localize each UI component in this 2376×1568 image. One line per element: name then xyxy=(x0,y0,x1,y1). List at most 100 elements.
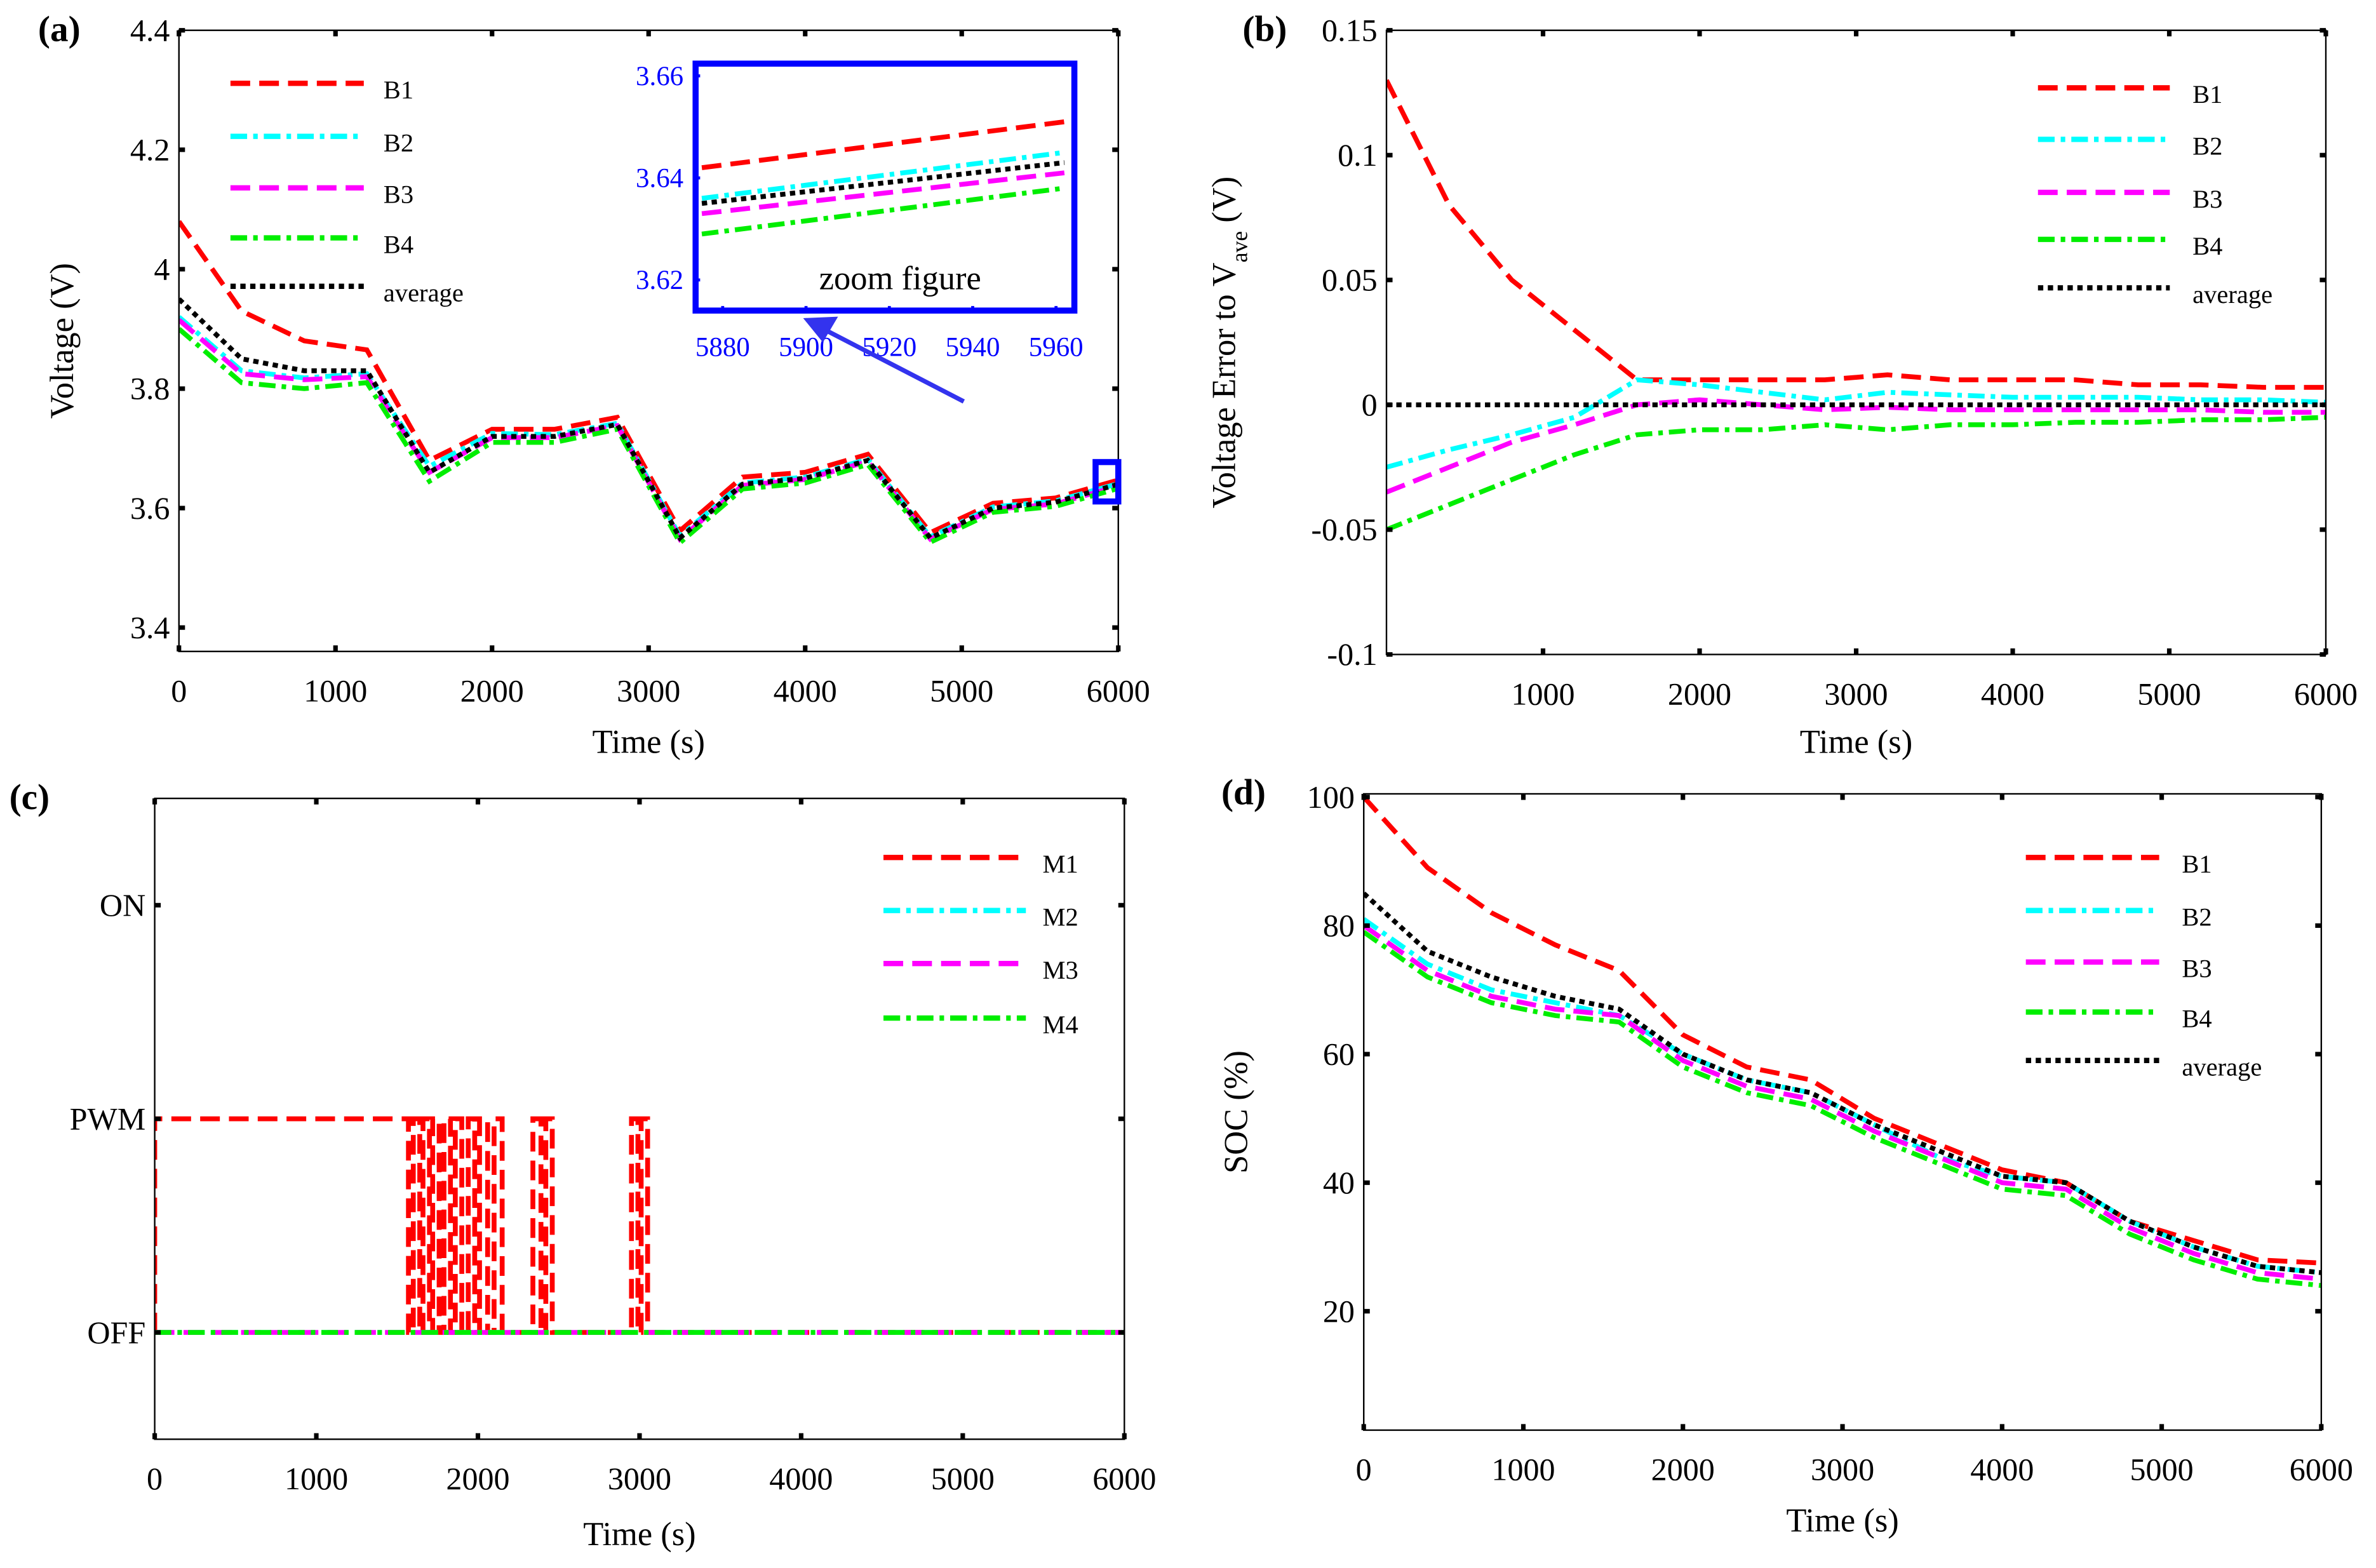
inset-y-tick-label: 3.62 xyxy=(636,265,683,295)
x-tick-label: 0 xyxy=(147,1461,163,1496)
y-tick-label: OFF xyxy=(87,1315,145,1350)
x-tick-label: 4000 xyxy=(774,673,837,708)
panel-d-soc: 0 1000 2000 3000 4000 5000 6000 20 40 60 80 100 (d) T… xyxy=(1218,773,2353,1539)
legend-label-b3: B3 xyxy=(384,180,413,209)
x-tick-label: 2000 xyxy=(1651,1452,1715,1487)
y-axis-label: Voltage (V) xyxy=(44,263,81,419)
series-group xyxy=(1386,79,2326,532)
legend-label-b1: B1 xyxy=(2192,80,2222,109)
zoom-arrow-head xyxy=(803,316,838,343)
x-tick-label: 5000 xyxy=(930,673,993,708)
x-axis-label: Time (s) xyxy=(593,724,705,761)
legend-label-b1: B1 xyxy=(384,76,413,104)
x-tick-label: 5000 xyxy=(931,1461,995,1496)
panel-label: (c) xyxy=(10,777,50,817)
x-tick-label: 0 xyxy=(171,673,187,708)
inset-series-average xyxy=(701,160,1065,206)
series-line-b4 xyxy=(1364,930,2321,1289)
legend-label-b3: B3 xyxy=(2192,185,2222,213)
x-axis-label: Time (s) xyxy=(1786,1503,1898,1539)
y-tick-label: 0.1 xyxy=(1338,137,1378,173)
y-tick-label: 80 xyxy=(1323,908,1355,943)
legend-label-m1: M1 xyxy=(1042,850,1078,878)
x-tick-label: 4000 xyxy=(1981,676,2044,711)
panel-c-switch-state: 0 1000 2000 3000 4000 5000 6000 OFF PWM ON (c) Time… xyxy=(10,777,1157,1553)
legend-label-b4: B4 xyxy=(2192,232,2222,260)
series-group xyxy=(154,1116,1125,1335)
series-group xyxy=(1364,795,2321,1289)
legend-label-m4: M4 xyxy=(1042,1010,1078,1039)
legend-label-b4: B4 xyxy=(2182,1004,2212,1033)
y-axis-label-main: Voltage Error to V xyxy=(1205,262,1242,508)
legend-label-b2: B2 xyxy=(384,129,413,157)
panel-b-voltage-error: 1000 2000 3000 4000 5000 6000 -0.1 -0.05 0 0.05 0.… xyxy=(1205,9,2358,760)
x-tick-label: 5000 xyxy=(2137,676,2201,711)
legend: B1 B2 B3 B4 average xyxy=(2037,80,2272,309)
y-tick-label: 60 xyxy=(1323,1036,1355,1072)
y-axis-label: SOC (%) xyxy=(1218,1050,1255,1174)
x-tick-label: 6000 xyxy=(1092,1461,1156,1496)
series-group xyxy=(178,220,1118,547)
legend-label-b2: B2 xyxy=(2182,903,2212,932)
legend: M1 M2 M3 M4 xyxy=(883,850,1078,1039)
y-axis-label-subscript: ave xyxy=(1227,231,1252,263)
x-tick-label: 6000 xyxy=(2290,1452,2353,1487)
x-tick-label: 3000 xyxy=(608,1461,671,1496)
inset-series-b3 xyxy=(701,170,1065,217)
legend-label-b3: B3 xyxy=(2182,955,2212,983)
x-tick-label: 3000 xyxy=(1811,1452,1874,1487)
inset-x-tick-label: 5880 xyxy=(695,333,750,363)
legend: B1 B2 B3 B4 average xyxy=(230,76,464,307)
inset-series-b4 xyxy=(701,185,1065,237)
series-line-b1 xyxy=(1386,79,2326,390)
x-tick-label: 4000 xyxy=(769,1461,833,1496)
x-tick-label: 2000 xyxy=(1668,676,1731,711)
x-axis-label: Time (s) xyxy=(583,1516,695,1553)
x-tick-label: 1000 xyxy=(1511,676,1574,711)
legend-label-b1: B1 xyxy=(2182,850,2212,878)
y-tick-label: 3.6 xyxy=(130,490,170,526)
y-tick-label: 0.05 xyxy=(1322,262,1378,298)
series-line-average xyxy=(178,297,1118,542)
y-tick-label: 4 xyxy=(154,251,170,287)
x-tick-label: 6000 xyxy=(2294,676,2358,711)
y-tick-label: 100 xyxy=(1307,779,1355,815)
series-line-b1 xyxy=(178,220,1118,536)
series-line-b3 xyxy=(1364,923,2321,1282)
x-axis-label: Time (s) xyxy=(1800,724,1912,761)
y-tick-label: 0 xyxy=(1362,387,1378,422)
y-tick-label: -0.1 xyxy=(1327,636,1377,672)
legend-label-average: average xyxy=(2192,280,2272,309)
legend: B1 B2 B3 B4 average xyxy=(2025,850,2262,1082)
inset-frame xyxy=(692,60,1078,314)
y-tick-label: 3.4 xyxy=(130,610,170,645)
y-axis-label-unit: (V) xyxy=(1205,177,1242,231)
x-tick-label: 1000 xyxy=(1491,1452,1555,1487)
series-line-average xyxy=(1364,892,2321,1275)
inset-title: zoom figure xyxy=(819,260,981,297)
y-axis-label: Voltage Error to Vave (V) xyxy=(1205,177,1252,509)
y-tick-label: PWM xyxy=(70,1101,146,1136)
legend-label-b2: B2 xyxy=(2192,131,2222,160)
x-tick-label: 6000 xyxy=(1087,673,1150,708)
y-tick-label: 0.15 xyxy=(1322,12,1378,48)
x-tick-label: 1000 xyxy=(285,1461,348,1496)
y-tick-label: 3.8 xyxy=(130,371,170,406)
x-tick-label: 0 xyxy=(1356,1452,1372,1487)
panel-label: (a) xyxy=(38,9,81,49)
inset-series-b2 xyxy=(701,150,1065,201)
x-tick-label: 4000 xyxy=(1970,1452,2034,1487)
legend-label-average: average xyxy=(2182,1053,2262,1082)
panel-label: (b) xyxy=(1242,9,1287,49)
inset-background xyxy=(695,64,1075,311)
series-line-b2 xyxy=(1386,377,2326,470)
x-tick-label: 5000 xyxy=(2130,1452,2194,1487)
inset-x-tick-label: 5960 xyxy=(1029,333,1084,363)
y-tick-label: 20 xyxy=(1323,1293,1355,1329)
inset-x-tick-label: 5920 xyxy=(862,333,916,363)
y-tick-label: 40 xyxy=(1323,1165,1355,1200)
legend-label-m3: M3 xyxy=(1042,956,1078,984)
series-line-b1 xyxy=(1364,795,2321,1266)
